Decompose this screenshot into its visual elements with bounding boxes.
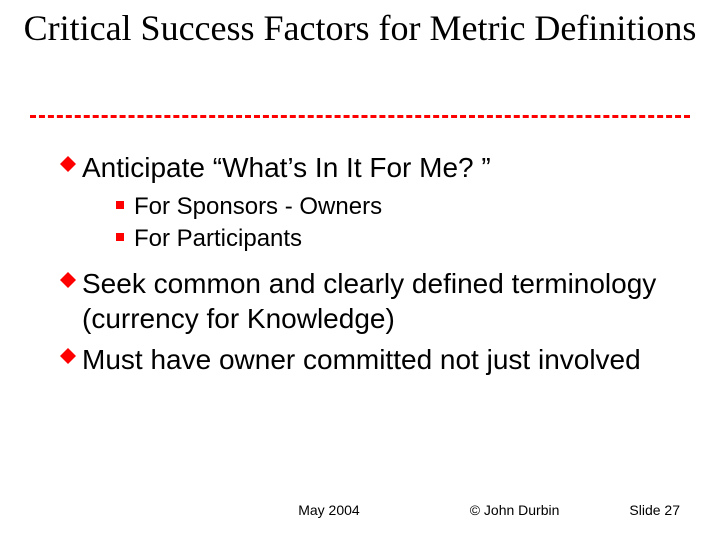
title-divider [30, 115, 690, 118]
bullet-l1-text: Must have owner committed not just invol… [82, 342, 641, 377]
bullet-l1: Seek common and clearly defined terminol… [60, 266, 660, 336]
bullet-l2-text: For Sponsors - Owners [134, 191, 382, 223]
diamond-bullet-icon [60, 348, 76, 364]
sub-bullet-group: For Sponsors - Owners For Participants [116, 191, 660, 256]
diamond-bullet-icon [60, 156, 76, 172]
diamond-bullet-icon [60, 272, 76, 288]
slide: Critical Success Factors for Metric Defi… [0, 0, 720, 540]
bullet-l2-text: For Participants [134, 223, 302, 255]
footer-copyright: © John Durbin [470, 502, 560, 518]
slide-title: Critical Success Factors for Metric Defi… [0, 0, 720, 49]
bullet-l2: For Participants [116, 223, 660, 255]
square-bullet-icon [116, 201, 124, 209]
bullet-l1: Anticipate “What’s In It For Me? ” [60, 150, 660, 185]
footer-slide-number: Slide 27 [629, 502, 680, 518]
square-bullet-icon [116, 233, 124, 241]
bullet-l2: For Sponsors - Owners [116, 191, 660, 223]
bullet-l1-text: Seek common and clearly defined terminol… [82, 266, 660, 336]
bullet-l1: Must have owner committed not just invol… [60, 342, 660, 377]
content-area: Anticipate “What’s In It For Me? ” For S… [60, 150, 660, 383]
bullet-l1-text: Anticipate “What’s In It For Me? ” [82, 150, 491, 185]
footer: May 2004 © John Durbin Slide 27 [0, 502, 720, 518]
footer-date: May 2004 [298, 502, 359, 518]
